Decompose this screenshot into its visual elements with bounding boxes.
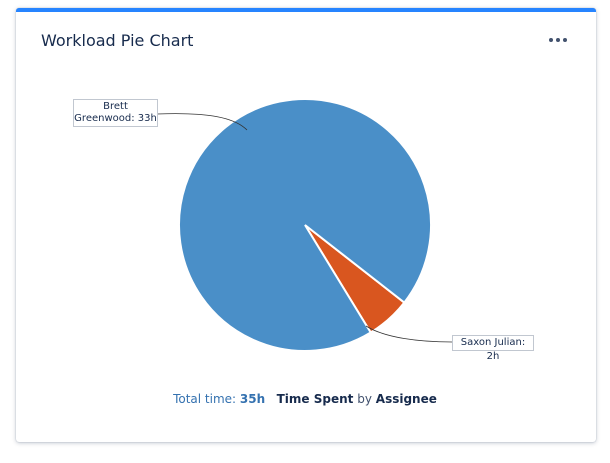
leader-line-brett [156,113,248,131]
slice-label-saxon: Saxon Julian: 2h [452,335,534,362]
pie-slice-brett-greenwood[interactable] [178,98,432,352]
group-name: Assignee [375,392,437,406]
more-dot-icon [556,38,560,42]
more-dot-icon [549,38,553,42]
more-actions-button[interactable] [546,30,570,50]
chart-footer: Total time: 35h Time Spent by Assignee [0,392,610,406]
leader-line-saxon [365,325,453,343]
metric-name: Time Spent [276,392,354,406]
slice-label-brett-line2: Greenwood: 33h [74,113,157,124]
total-time-value: 35h [239,392,266,406]
slice-label-brett-line1: Brett [103,101,128,112]
slice-label-brett: Brett Greenwood: 33h [73,99,158,127]
gadget-title: Workload Pie Chart [41,31,194,50]
by-text: by [357,392,372,406]
more-dot-icon [563,38,567,42]
total-time-label: Total time: [173,392,237,406]
